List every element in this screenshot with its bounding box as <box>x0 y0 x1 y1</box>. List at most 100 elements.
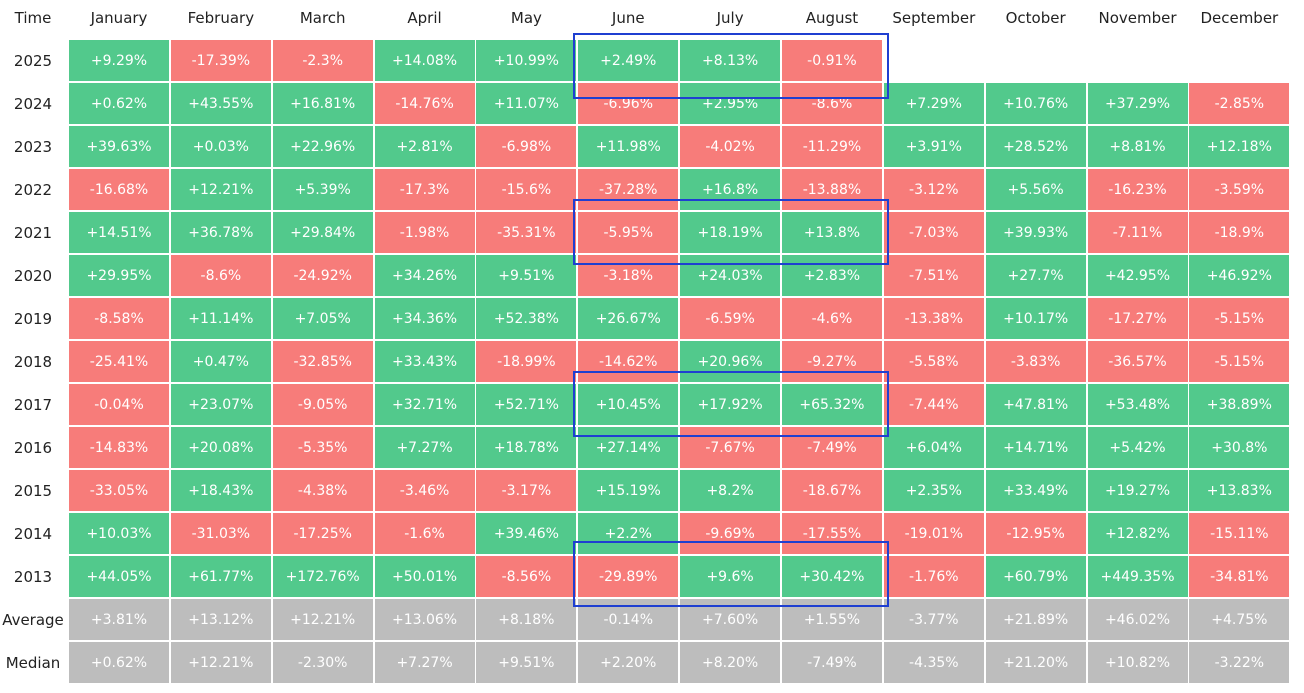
return-cell: -16.68% <box>69 169 169 210</box>
return-cell: +0.62% <box>69 83 169 124</box>
return-cell: +23.07% <box>170 384 271 425</box>
return-cell: +22.96% <box>272 126 373 167</box>
return-cell: -4.38% <box>272 470 373 511</box>
row-label: 2018 <box>13 352 53 371</box>
return-cell: -17.39% <box>170 40 271 81</box>
return-cell: -7.11% <box>1087 212 1188 253</box>
return-cell: -15.11% <box>1189 513 1290 554</box>
return-cell: +46.92% <box>1189 255 1290 296</box>
return-cell: +20.08% <box>170 427 271 468</box>
row-label: 2019 <box>13 309 53 328</box>
return-cell: +9.51% <box>476 255 577 296</box>
row-label: 2023 <box>13 137 53 156</box>
highlight-box <box>573 541 889 607</box>
return-cell: +6.04% <box>883 427 984 468</box>
return-cell: -35.31% <box>476 212 577 253</box>
summary-cell: +4.75% <box>1189 599 1290 640</box>
header-cell: December <box>1200 9 1279 27</box>
summary-cell: +12.21% <box>272 599 373 640</box>
header-cell: March <box>299 9 346 27</box>
return-cell: -9.69% <box>680 513 781 554</box>
return-cell: -31.03% <box>170 513 271 554</box>
return-cell: +13.83% <box>1189 470 1290 511</box>
return-cell: -13.88% <box>781 169 882 210</box>
return-cell: -12.95% <box>985 513 1086 554</box>
return-cell: -6.96% <box>578 83 679 124</box>
return-cell: +10.99% <box>476 40 577 81</box>
return-cell: +10.17% <box>985 298 1086 339</box>
header-cell: August <box>805 9 859 27</box>
return-cell: -4.6% <box>781 298 882 339</box>
header-cell: July <box>716 9 744 27</box>
return-cell: +37.29% <box>1087 83 1188 124</box>
return-cell: +38.89% <box>1189 384 1290 425</box>
row-label: 2017 <box>13 395 53 414</box>
return-cell: -14.83% <box>69 427 169 468</box>
return-cell: -1.98% <box>374 212 475 253</box>
return-cell: +12.82% <box>1087 513 1188 554</box>
header-cell: February <box>187 9 255 27</box>
return-cell: +28.52% <box>985 126 1086 167</box>
return-cell: -1.76% <box>883 556 984 597</box>
header-cell: January <box>90 9 148 27</box>
return-cell: -9.05% <box>272 384 373 425</box>
return-cell: +27.14% <box>578 427 679 468</box>
return-cell: +52.38% <box>476 298 577 339</box>
return-cell: -2.85% <box>1189 83 1290 124</box>
highlight-box <box>573 371 889 437</box>
highlight-box <box>573 199 889 265</box>
return-cell: -3.59% <box>1189 169 1290 210</box>
return-cell: -17.55% <box>781 513 882 554</box>
return-cell: +34.36% <box>374 298 475 339</box>
return-cell: -7.67% <box>680 427 781 468</box>
return-cell: +2.49% <box>578 40 679 81</box>
summary-cell: +0.62% <box>69 642 169 683</box>
return-cell: +17.92% <box>680 384 781 425</box>
return-cell: +14.08% <box>374 40 475 81</box>
return-cell: -11.29% <box>781 126 882 167</box>
return-cell: -14.62% <box>578 341 679 382</box>
summary-cell: +46.02% <box>1087 599 1188 640</box>
return-cell: +449.35% <box>1087 556 1188 597</box>
highlight-box <box>573 33 889 99</box>
return-cell: -8.6% <box>170 255 271 296</box>
return-cell: -3.17% <box>476 470 577 511</box>
return-cell: -5.58% <box>883 341 984 382</box>
return-cell: -14.76% <box>374 83 475 124</box>
return-cell: -3.83% <box>985 341 1086 382</box>
summary-cell: -3.77% <box>883 599 984 640</box>
return-cell: -6.98% <box>476 126 577 167</box>
return-cell: -15.6% <box>476 169 577 210</box>
summary-cell: +9.51% <box>476 642 577 683</box>
return-cell: +15.19% <box>578 470 679 511</box>
return-cell: -19.01% <box>883 513 984 554</box>
return-cell: +2.83% <box>781 255 882 296</box>
return-cell: +7.05% <box>272 298 373 339</box>
header-cell: October <box>1005 9 1066 27</box>
summary-cell: +21.89% <box>985 599 1086 640</box>
return-cell: -5.15% <box>1189 298 1290 339</box>
return-cell: +19.27% <box>1087 470 1188 511</box>
return-cell: +14.51% <box>69 212 169 253</box>
summary-cell: +21.20% <box>985 642 1086 683</box>
return-cell: -29.89% <box>578 556 679 597</box>
header-cell: April <box>407 9 442 27</box>
return-cell: -18.99% <box>476 341 577 382</box>
return-cell: +9.29% <box>69 40 169 81</box>
return-cell: +2.35% <box>883 470 984 511</box>
summary-cell: +3.81% <box>69 599 169 640</box>
return-cell: +27.7% <box>985 255 1086 296</box>
return-cell: +18.78% <box>476 427 577 468</box>
return-cell: +50.01% <box>374 556 475 597</box>
return-cell: +18.19% <box>680 212 781 253</box>
return-cell: +3.91% <box>883 126 984 167</box>
row-label: 2016 <box>13 438 53 457</box>
return-cell: +10.45% <box>578 384 679 425</box>
return-cell: +30.42% <box>781 556 882 597</box>
return-cell: +7.27% <box>374 427 475 468</box>
return-cell: -13.38% <box>883 298 984 339</box>
row-label: 2014 <box>13 524 53 543</box>
return-cell: -34.81% <box>1189 556 1290 597</box>
return-cell: -16.23% <box>1087 169 1188 210</box>
